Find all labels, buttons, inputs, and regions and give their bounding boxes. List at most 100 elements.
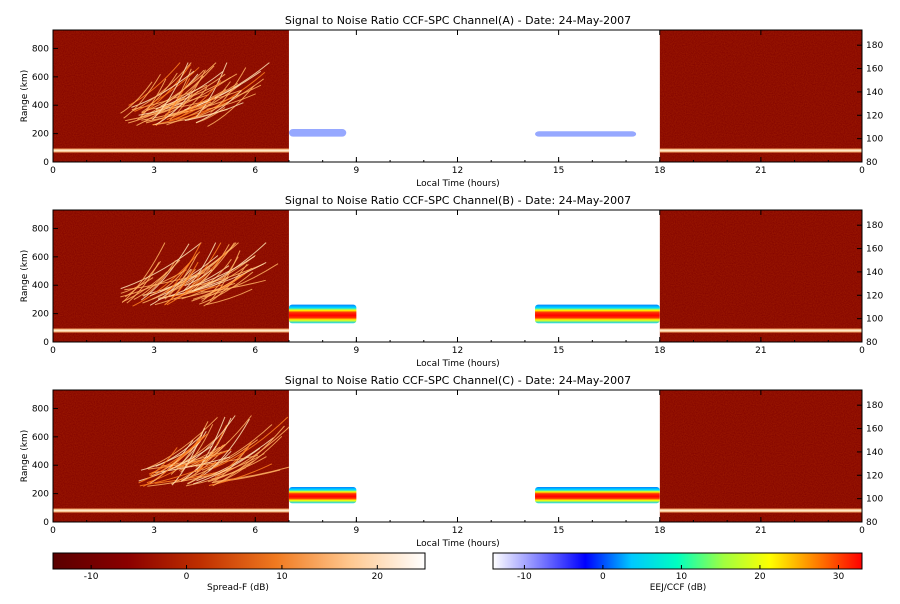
colorbar-tick-label: 20 <box>754 572 766 582</box>
panel-title: Signal to Noise Ratio CCF-SPC Channel(B)… <box>285 194 631 207</box>
spread-f-streak <box>124 272 205 291</box>
panel-channel-a: Signal to Noise Ratio CCF-SPC Channel(A)… <box>20 14 883 189</box>
x-tick-label: 21 <box>755 166 766 176</box>
y-tick-label: 800 <box>32 224 49 234</box>
y2-tick-label: 180 <box>866 41 883 51</box>
spread-f-streak <box>142 282 178 304</box>
spread-f-streak <box>185 467 246 487</box>
spread-f-band-core <box>53 329 289 332</box>
spread-f-streak <box>143 260 176 297</box>
y-tick-label: 200 <box>32 310 49 320</box>
eej-echo <box>535 486 660 504</box>
spread-f-streak <box>140 243 190 301</box>
colorbar-fill <box>492 552 863 570</box>
spread-f-streak <box>195 90 242 124</box>
spread-f-streak <box>149 255 219 297</box>
spread-f-streak <box>212 416 289 469</box>
spread-f-streak <box>137 78 167 121</box>
spread-f-streak <box>120 81 153 114</box>
spread-f-noise <box>53 210 289 342</box>
spread-f-streak <box>195 62 228 118</box>
spread-f-streak <box>146 94 209 111</box>
x-tick-label: 12 <box>452 346 463 356</box>
x-tick-label: 15 <box>553 346 564 356</box>
spread-f-streak <box>149 268 192 306</box>
spread-f-streak <box>155 71 224 110</box>
spread-f-streak <box>184 439 259 480</box>
y2-tick-label: 160 <box>866 425 883 435</box>
spread-f-streak <box>199 271 254 305</box>
colorbar-fill <box>52 552 426 570</box>
y-tick-label: 800 <box>32 44 49 54</box>
panel-channel-b: Signal to Noise Ratio CCF-SPC Channel(B)… <box>20 194 883 369</box>
spread-f-streak <box>169 97 216 122</box>
y-tick-label: 600 <box>32 73 49 83</box>
spread-f-noise <box>659 30 862 162</box>
spread-f-streak <box>141 72 178 113</box>
x-tick-label: 18 <box>654 526 666 536</box>
x-tick-label: 0 <box>859 346 865 356</box>
spread-f-streak <box>184 102 244 122</box>
eej-echo <box>288 304 357 324</box>
spread-f-streak <box>206 93 256 110</box>
x-axis-label: Local Time (hours) <box>416 359 499 369</box>
spread-f-streak <box>134 66 200 112</box>
spread-f-streak <box>192 275 242 300</box>
spread-f-streak <box>141 62 217 114</box>
spread-f-streak <box>148 435 206 475</box>
spread-f-streak <box>123 73 161 119</box>
spread-f-streak <box>166 104 196 120</box>
y2-tick-label: 140 <box>866 88 883 98</box>
x-tick-label: 6 <box>252 526 258 536</box>
spread-f-streak <box>160 268 196 299</box>
y2-tick-label: 160 <box>866 65 883 75</box>
spread-f-streak <box>206 288 253 306</box>
eej-background <box>288 30 660 162</box>
spread-f-streak <box>152 101 230 126</box>
spread-f-streak <box>146 416 218 469</box>
spread-f-streak <box>149 447 178 477</box>
spread-f-streak <box>187 72 266 120</box>
x-tick-label: 9 <box>354 166 360 176</box>
colorbar-label: EEJ/CCF (dB) <box>650 583 707 593</box>
spread-f-band-core <box>53 509 289 512</box>
spread-f-streak <box>195 415 252 468</box>
panel-title: Signal to Noise Ratio CCF-SPC Channel(C)… <box>285 374 631 387</box>
y2-tick-label: 120 <box>866 111 883 121</box>
y2-tick-label: 140 <box>866 448 883 458</box>
colorbar-spread-f: Spread-F (dB) -10 0 10 20 <box>52 552 426 593</box>
eej-echo <box>535 304 660 324</box>
y-tick-label: 0 <box>43 518 49 528</box>
spread-f-streak <box>164 253 198 300</box>
spread-f-streak <box>180 445 217 482</box>
x-tick-label: 0 <box>859 526 865 536</box>
x-axis-label: Local Time (hours) <box>416 539 499 549</box>
x-tick-label: 3 <box>151 166 157 176</box>
colorbar-tick-label: 10 <box>276 572 288 582</box>
colorbar-tick-label: 0 <box>184 572 190 582</box>
spread-f-streak <box>171 242 237 292</box>
x-tick-label: 12 <box>452 526 463 536</box>
spread-f-streak <box>184 415 236 466</box>
colorbar-tick-label: 10 <box>676 572 688 582</box>
x-tick-label: 21 <box>755 526 766 536</box>
y-tick-label: 200 <box>32 490 49 500</box>
spread-f-streak <box>174 282 236 300</box>
y-axis-label: Range (km) <box>20 250 30 302</box>
y2-tick-label: 180 <box>866 221 883 231</box>
spread-f-streak <box>192 447 261 485</box>
spread-f-streak <box>154 76 231 116</box>
x-tick-label: 9 <box>354 346 360 356</box>
spread-f-streak <box>126 262 160 304</box>
x-tick-label: 15 <box>553 166 564 176</box>
y2-tick-label: 180 <box>866 401 883 411</box>
x-tick-label: 18 <box>654 346 666 356</box>
spread-f-streak <box>212 469 281 484</box>
y-tick-label: 600 <box>32 433 49 443</box>
y2-tick-label: 80 <box>866 338 878 348</box>
spread-f-streak <box>122 259 181 303</box>
spread-f-streak <box>171 427 205 486</box>
spread-f-streak <box>132 251 201 307</box>
spread-f-streak <box>187 78 265 121</box>
